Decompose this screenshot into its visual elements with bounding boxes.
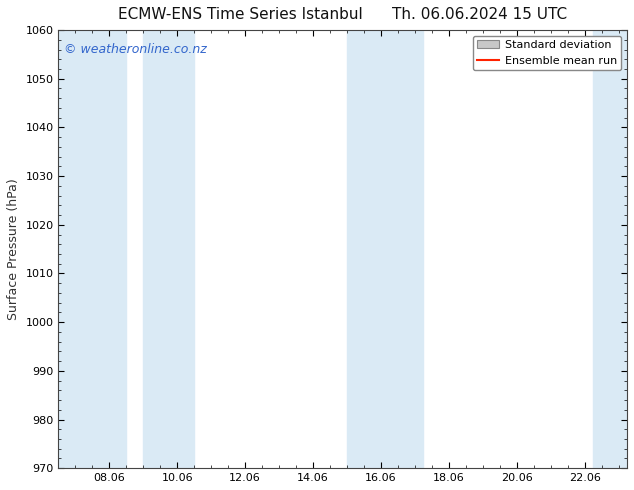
Title: ECMW-ENS Time Series Istanbul      Th. 06.06.2024 15 UTC: ECMW-ENS Time Series Istanbul Th. 06.06.… <box>118 7 567 22</box>
Bar <box>58 30 126 468</box>
Y-axis label: Surface Pressure (hPa): Surface Pressure (hPa) <box>7 178 20 320</box>
Legend: Standard deviation, Ensemble mean run: Standard deviation, Ensemble mean run <box>472 36 621 70</box>
Bar <box>143 30 194 468</box>
Bar <box>347 30 381 468</box>
Text: © weatheronline.co.nz: © weatheronline.co.nz <box>64 43 207 56</box>
Bar <box>593 30 627 468</box>
Bar <box>381 30 424 468</box>
